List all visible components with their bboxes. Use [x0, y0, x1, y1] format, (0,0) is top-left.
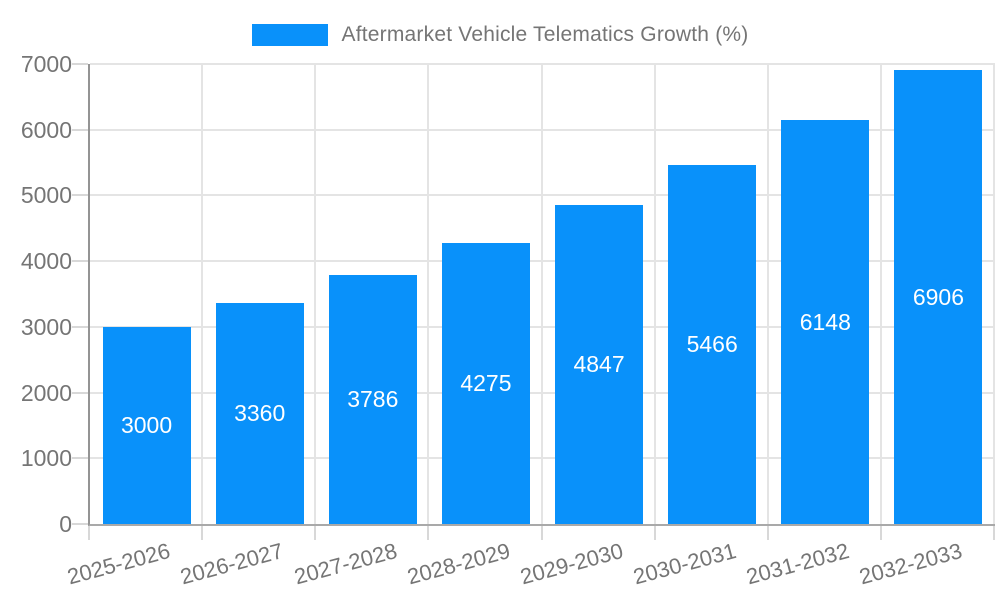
x-tick-label: 2031-2032 [743, 538, 852, 590]
x-tick-label: 2028-2029 [404, 538, 513, 590]
x-tick-label: 2030-2031 [630, 538, 739, 590]
x-tick [201, 526, 204, 540]
y-tick [72, 128, 88, 131]
y-tick [72, 325, 88, 328]
gridline-vertical [540, 64, 543, 524]
y-tick [72, 523, 88, 525]
gridline-horizontal [90, 391, 995, 394]
y-tick [72, 63, 88, 65]
bar-value-label: 3360 [234, 400, 286, 427]
x-tick [88, 526, 90, 540]
x-tick [427, 526, 430, 540]
gridline-vertical [201, 64, 204, 524]
legend-label: Aftermarket Vehicle Telematics Growth (%… [341, 23, 749, 46]
bar-value-label: 4275 [460, 370, 512, 397]
y-tick [72, 194, 88, 197]
y-tick-label: 4000 [20, 248, 72, 275]
gridline-horizontal [90, 194, 995, 197]
y-tick-label: 6000 [20, 116, 72, 143]
x-tick [314, 526, 317, 540]
bar: 6906 [894, 70, 983, 524]
gridline-horizontal [90, 63, 995, 65]
gridline-vertical [879, 64, 882, 524]
bar-value-label: 4847 [573, 351, 625, 378]
gridline-horizontal [90, 457, 995, 460]
gridline-vertical [993, 64, 995, 524]
y-tick [72, 457, 88, 460]
bar: 3360 [215, 303, 304, 524]
x-tick-label: 2029-2030 [517, 538, 626, 590]
bar: 3000 [102, 326, 191, 524]
bar: 4275 [441, 243, 530, 524]
x-tick-label: 2026-2027 [178, 538, 287, 590]
x-tick-label: 2027-2028 [291, 538, 400, 590]
y-tick-label: 2000 [20, 379, 72, 406]
bar: 6148 [781, 120, 870, 524]
x-tick-label: 2032-2033 [856, 538, 965, 590]
y-tick-label: 0 [59, 511, 72, 537]
bar: 3786 [328, 275, 417, 524]
bar-value-label: 5466 [686, 330, 738, 357]
bar: 4847 [555, 205, 644, 524]
x-tick-label: 2025-2026 [64, 538, 174, 590]
gridline-vertical [653, 64, 656, 524]
gridline-horizontal [90, 325, 995, 328]
bar-value-label: 6148 [799, 308, 851, 335]
x-tick [540, 526, 543, 540]
gridline-horizontal [90, 128, 995, 131]
legend: Aftermarket Vehicle Telematics Growth (%… [0, 18, 1000, 52]
bar: 5466 [668, 164, 757, 524]
x-tick [993, 526, 995, 540]
y-tick-label: 3000 [20, 313, 72, 340]
plot-area: 3000 3360 3786 4275 4847 5466 6148 6906 [72, 63, 995, 540]
y-tick [72, 391, 88, 394]
y-tick-label: 1000 [20, 445, 72, 472]
y-tick-label: 7000 [20, 51, 72, 77]
gridline-horizontal [90, 260, 995, 263]
x-tick [879, 526, 882, 540]
bar-value-label: 6906 [912, 283, 965, 310]
gridline-vertical [314, 64, 317, 524]
gridline-vertical [427, 64, 430, 524]
y-tick-label: 5000 [20, 182, 72, 209]
y-tick [72, 260, 88, 263]
bar-value-label: 3000 [120, 411, 173, 438]
gridline-vertical [766, 64, 769, 524]
bar-value-label: 3786 [347, 386, 399, 413]
x-tick [766, 526, 769, 540]
x-tick [653, 526, 656, 540]
legend-swatch [251, 24, 328, 46]
